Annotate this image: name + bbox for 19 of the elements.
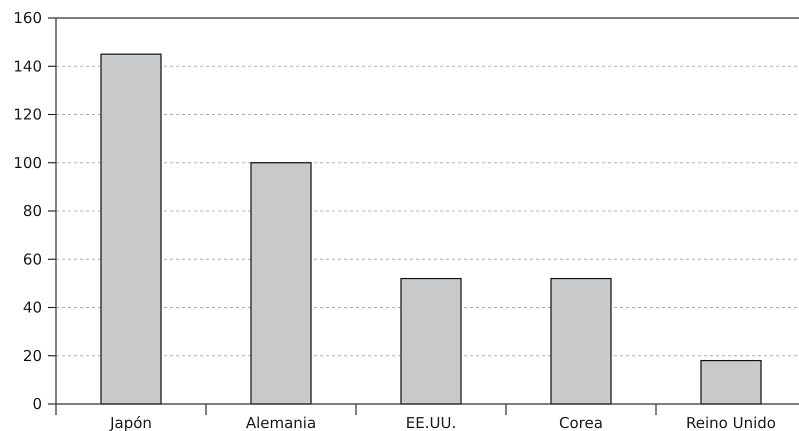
y-tick-label: 60: [22, 250, 42, 268]
x-tick-label: Corea: [559, 414, 603, 431]
y-tick-label: 160: [13, 9, 42, 27]
x-tick-label: EE.UU.: [406, 414, 456, 431]
y-tick-label: 0: [32, 395, 42, 413]
y-tick-label: 40: [22, 298, 42, 316]
y-tick-label: 120: [13, 106, 42, 124]
x-tick-label: Alemania: [246, 414, 316, 431]
y-tick-label: 80: [22, 202, 42, 220]
bar: [700, 360, 762, 405]
y-tick-label: 100: [13, 154, 42, 172]
bar: [400, 278, 462, 405]
y-tick-label: 140: [13, 57, 42, 76]
x-tick-label: Reino Unido: [686, 414, 776, 431]
x-tick-label: Japón: [109, 414, 152, 431]
y-tick-label: 20: [22, 346, 42, 365]
bar: [100, 54, 162, 405]
bar: [550, 278, 612, 405]
bar: [250, 162, 312, 405]
